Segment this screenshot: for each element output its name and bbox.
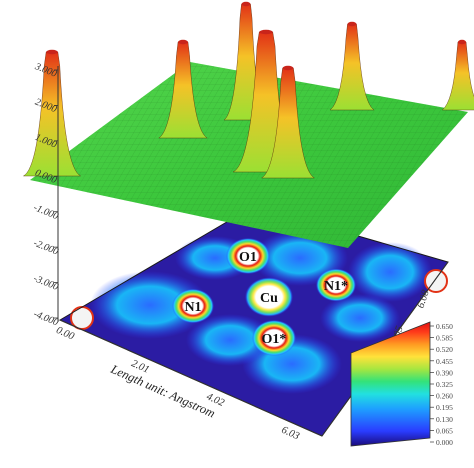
atom-label: N1 [184, 300, 201, 315]
atom-label: O1* [262, 332, 287, 347]
contour-blob [320, 294, 400, 342]
colorbar-tick-label: 0.520 [436, 345, 453, 354]
surface-plot [23, 1, 474, 248]
surface-peak-cap [46, 49, 58, 55]
contour-edge-marker [70, 306, 94, 330]
atom-glow [316, 268, 356, 302]
surface-peaks [23, 1, 474, 179]
z-tick-label: -2.000 [32, 238, 60, 258]
colorbar-tick-label: 0.455 [436, 357, 453, 366]
surface-peak-cap [241, 1, 251, 7]
colorbar-tick-label: 0.650 [436, 322, 453, 331]
atom-glow [172, 288, 214, 324]
x-tick-label: 6.03 [280, 425, 301, 443]
colorbar-tick-label: 0.390 [436, 368, 453, 377]
surface-peak [441, 41, 474, 111]
colorbar-tick-label: 0.260 [436, 392, 453, 401]
atom-glow [245, 277, 293, 317]
atom-labels: O1 N1* Cu N1 O1* [172, 237, 356, 357]
z-tick-label: -3.000 [32, 273, 60, 293]
x-tick-label: 0.00 [54, 325, 76, 343]
colorbar-tick-label: 0.195 [436, 403, 453, 412]
atom-label: N1* [324, 279, 348, 294]
atom-label: Cu [260, 291, 278, 306]
colorbar: 0.650 0.585 0.520 0.455 0.390 0.325 0.260 0.195… [350, 321, 453, 447]
surface-peak-cap [347, 21, 357, 27]
surface-peak-cap [457, 39, 467, 45]
surface-peak-cap [282, 65, 294, 71]
colorbar-tick-label: 0.000 [436, 438, 453, 447]
x-axis-line [59, 319, 323, 437]
contour-blob [186, 314, 274, 366]
colorbar-ramp [350, 321, 431, 447]
colorbar-ticks: 0.650 0.585 0.520 0.455 0.390 0.325 0.260 0.195… [430, 322, 453, 447]
contour-blob [90, 271, 210, 339]
contour-blobs [70, 230, 448, 394]
colorbar-tick-label: 0.065 [436, 426, 453, 435]
surface-peak-cap [259, 29, 273, 35]
contour-blob [348, 242, 432, 302]
atom-glow [252, 319, 296, 357]
surface-peak-cap [178, 39, 188, 45]
z-tick-label: -4.000 [32, 309, 60, 329]
colorbar-tick-label: 0.325 [436, 380, 453, 389]
z-tick-label: -1.000 [32, 202, 60, 222]
colorbar-tick-label: 0.585 [436, 334, 453, 343]
atom-label: O1 [239, 250, 257, 265]
colorbar-tick-label: 0.130 [436, 415, 453, 424]
atom-glow [226, 237, 270, 275]
